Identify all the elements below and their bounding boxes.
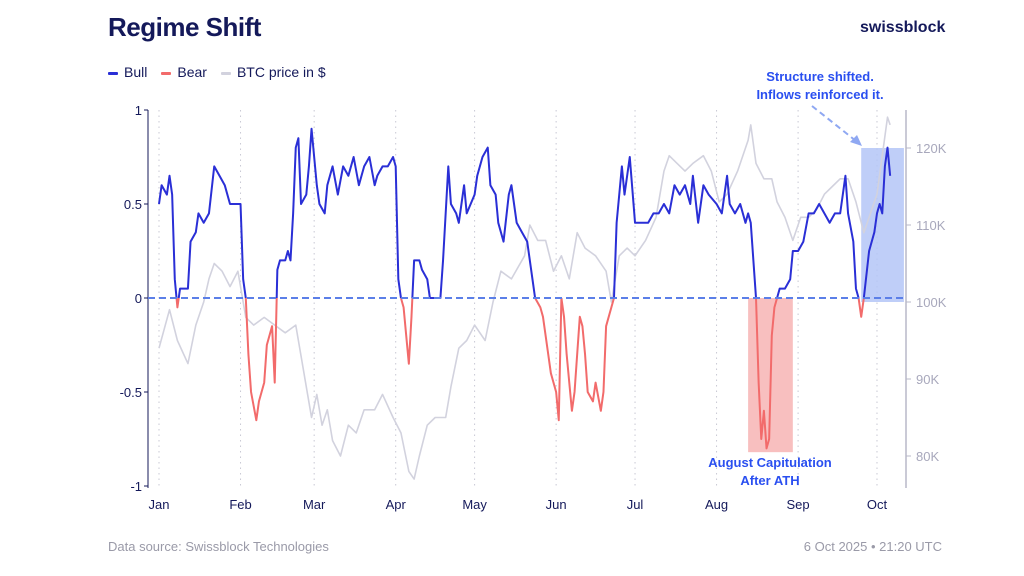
x-tick-sep: Sep [787, 497, 810, 512]
annotation-august-line2: After ATH [740, 473, 799, 488]
btc-price-line [158, 116, 891, 480]
x-tick-apr: Apr [386, 497, 407, 512]
legend-bear: Bear [161, 64, 207, 80]
regime-bear-segment [560, 297, 615, 412]
regime-bear-segment [534, 297, 563, 422]
x-tick-mar: Mar [303, 497, 326, 512]
page-title: Regime Shift [108, 12, 261, 42]
x-tick-may: May [462, 497, 487, 512]
y-left-tick: 0.5 [124, 197, 142, 212]
data-source: Data source: Swissblock Technologies [108, 539, 329, 554]
y-right-tick: 100K [916, 295, 947, 310]
regime-bear-segment [244, 297, 278, 422]
highlight-structure-shift [861, 148, 904, 302]
brand-logo: swissblock [860, 19, 946, 36]
regime-bull-segment [177, 165, 247, 299]
timestamp: 6 Oct 2025 • 21:20 UTC [803, 539, 942, 554]
y-left-tick: 0 [135, 291, 142, 306]
arrow-head-icon [850, 135, 862, 146]
y-right-tick: 80K [916, 449, 939, 464]
y-left-tick: 1 [135, 103, 142, 118]
y-right-tick: 120K [916, 141, 947, 156]
annotation-structure-line2: Inflows reinforced it. [756, 87, 883, 102]
regime-bear-segment [857, 297, 865, 318]
regime-bull-segment [776, 174, 860, 299]
legend-bull: Bull [108, 64, 147, 80]
x-tick-aug: Aug [705, 497, 728, 512]
annotation-arrow [811, 105, 857, 142]
annotation-august-line1: August Capitulation [708, 455, 832, 470]
legend-btc: BTC price in $ [220, 64, 326, 80]
x-tick-feb: Feb [229, 497, 251, 512]
y-left-tick: -0.5 [120, 385, 142, 400]
y-left-tick: -1 [130, 479, 142, 494]
chart-legend: Bull Bear BTC price in $ [108, 64, 326, 80]
x-tick-jun: Jun [546, 497, 567, 512]
regime-bear-segment [399, 297, 414, 365]
x-tick-jul: Jul [627, 497, 644, 512]
regime-bull-segment [158, 174, 178, 299]
y-right-tick: 110K [916, 218, 946, 233]
x-tick-oct: Oct [867, 497, 888, 512]
regime-bull-segment [612, 156, 758, 299]
regime-bull-segment [275, 127, 402, 299]
regime-bear-segment [175, 297, 180, 309]
regime-bull-segment [862, 146, 892, 299]
y-right-tick: 90K [916, 372, 939, 387]
regime-bear-segment [755, 297, 779, 450]
regime-bull-segment [411, 146, 537, 299]
annotation-structure-line1: Structure shifted. [766, 69, 874, 84]
x-tick-jan: Jan [149, 497, 170, 512]
